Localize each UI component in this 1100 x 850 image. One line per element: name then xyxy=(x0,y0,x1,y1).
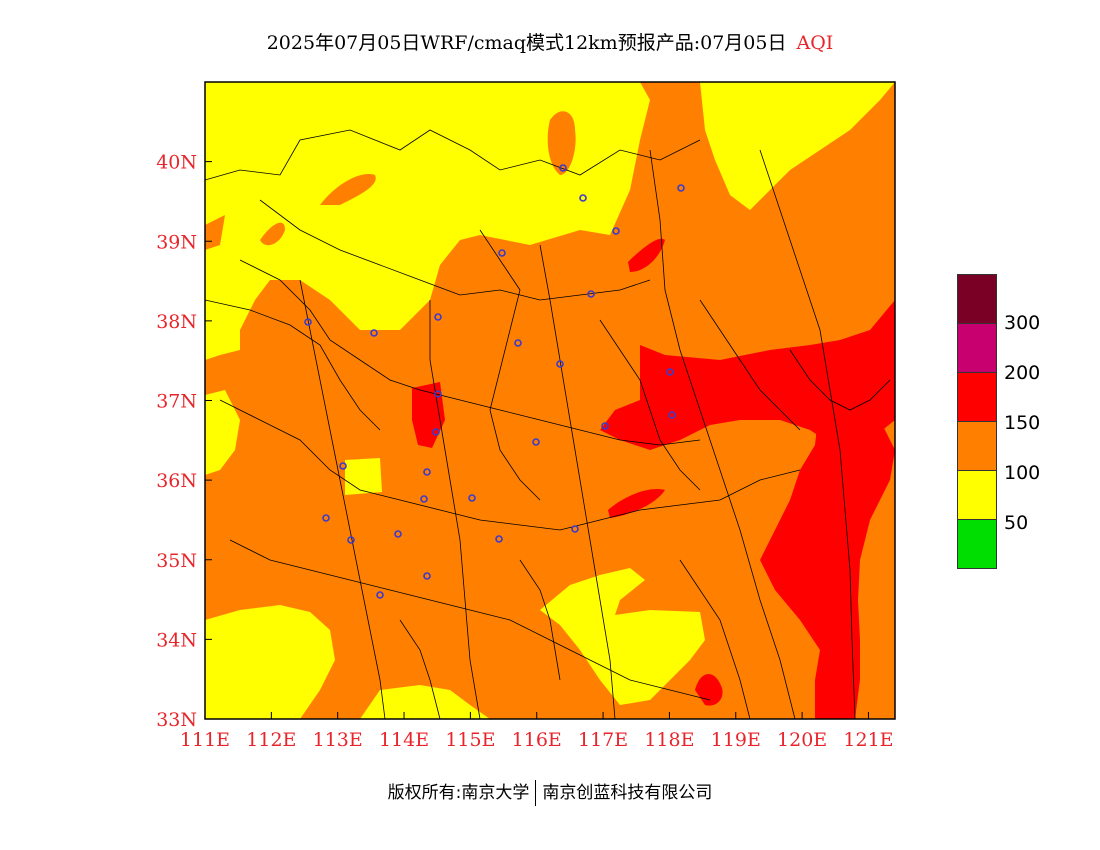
city-markers xyxy=(304,164,685,599)
boundary-lines xyxy=(205,129,891,719)
city-marker xyxy=(532,438,540,446)
aqi-zone-orange-north-blob xyxy=(260,222,285,246)
city-marker xyxy=(376,591,384,599)
legend-label: 150 xyxy=(1004,412,1041,434)
city-marker xyxy=(498,249,506,257)
longitude-axis: 111E 112E 113E 114E 115E 116E 117E 118E 119E 120E… xyxy=(180,712,894,751)
city-marker xyxy=(556,360,564,368)
legend-label: 300 xyxy=(1004,312,1041,334)
aqi-zone-yellow-northeast xyxy=(700,82,895,210)
aqi-zone-red-blob xyxy=(608,489,665,518)
aqi-zone-orange-north-blob xyxy=(320,174,376,205)
title-variable: AQI xyxy=(796,32,834,54)
city-marker xyxy=(423,572,431,580)
city-marker xyxy=(571,525,579,533)
legend-swatch xyxy=(957,323,997,372)
city-marker xyxy=(612,227,620,235)
aqi-zone-yellow-southwest xyxy=(205,605,335,719)
footer-separator xyxy=(535,780,537,806)
copyright-footer: 版权所有:南京大学 南京创蓝科技有限公司 xyxy=(0,778,1100,806)
lat-tick-label: 33N xyxy=(156,709,197,731)
lat-tick-label: 36N xyxy=(156,470,197,492)
legend-swatch xyxy=(957,470,997,519)
lat-tick-label: 34N xyxy=(156,629,197,651)
aqi-zone-yellow-west xyxy=(345,458,382,495)
city-marker xyxy=(322,514,330,522)
legend-label: 100 xyxy=(1004,462,1041,484)
city-marker xyxy=(432,428,440,436)
city-marker xyxy=(495,535,503,543)
lon-tick-label: 115E xyxy=(445,729,495,751)
legend-swatch xyxy=(957,274,997,323)
aqi-zone-orange-north-blob xyxy=(547,111,576,175)
city-marker xyxy=(370,329,378,337)
latitude-axis: 40N 39N 38N 37N 36N 35N 34N 33N xyxy=(156,152,212,731)
lat-tick-label: 39N xyxy=(156,231,197,253)
lon-tick-label: 117E xyxy=(578,729,628,751)
legend-swatch xyxy=(957,519,997,569)
lat-tick-label: 35N xyxy=(156,550,197,572)
lat-tick-label: 40N xyxy=(156,152,197,174)
city-marker xyxy=(394,530,402,538)
city-marker xyxy=(579,194,587,202)
map-title: 2025年07月05日WRF/cmaq模式12km预报产品:07月05日 AQI xyxy=(0,28,1100,55)
city-marker xyxy=(468,494,476,502)
copyright-right: 南京创蓝科技有限公司 xyxy=(542,783,713,803)
copyright-left: 版权所有:南京大学 xyxy=(387,783,530,803)
lon-tick-label: 113E xyxy=(313,729,363,751)
city-marker xyxy=(434,313,442,321)
lon-tick-label: 119E xyxy=(711,729,761,751)
city-marker xyxy=(514,339,522,347)
lat-tick-label: 37N xyxy=(156,391,197,413)
title-text: 2025年07月05日WRF/cmaq模式12km预报产品:07月05日 xyxy=(266,32,787,54)
legend-label: 200 xyxy=(1004,362,1041,384)
aqi-legend xyxy=(957,274,997,569)
aqi-zone-yellow-south-central xyxy=(540,568,705,705)
city-marker xyxy=(677,184,685,192)
city-marker xyxy=(339,462,347,470)
lon-tick-label: 114E xyxy=(379,729,429,751)
legend-label: 50 xyxy=(1004,512,1029,534)
aqi-zone-yellow-north xyxy=(205,82,650,360)
aqi-zone-yellow-west xyxy=(205,390,240,475)
city-marker xyxy=(668,411,676,419)
lon-tick-label: 111E xyxy=(180,729,230,751)
lon-tick-label: 121E xyxy=(843,729,893,751)
city-marker xyxy=(587,290,595,298)
city-marker xyxy=(666,368,674,376)
aqi-fill-layer xyxy=(205,82,895,719)
lon-tick-label: 116E xyxy=(512,729,562,751)
city-marker xyxy=(304,318,312,326)
lon-tick-label: 118E xyxy=(644,729,694,751)
city-marker xyxy=(559,164,567,172)
city-marker xyxy=(423,468,431,476)
city-marker xyxy=(434,390,442,398)
aqi-zone-red-coast xyxy=(760,395,895,719)
lon-tick-label: 112E xyxy=(246,729,296,751)
city-marker xyxy=(601,422,609,430)
city-marker xyxy=(347,536,355,544)
legend-swatch xyxy=(957,421,997,470)
city-marker xyxy=(420,495,428,503)
aqi-zone-yellow-south xyxy=(360,685,490,719)
lon-tick-label: 120E xyxy=(777,729,827,751)
lat-tick-label: 38N xyxy=(156,311,197,333)
legend-swatch xyxy=(957,372,997,421)
aqi-zone-red-blob xyxy=(628,238,665,272)
